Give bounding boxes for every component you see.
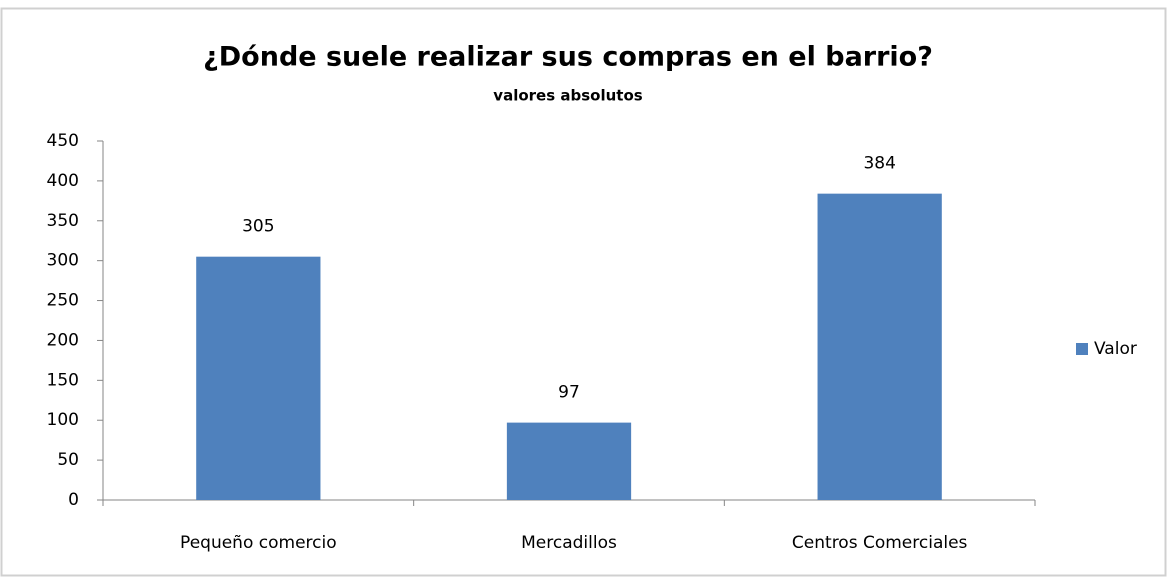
y-tick-label: 300 bbox=[47, 251, 79, 271]
y-tick-label: 150 bbox=[47, 370, 79, 390]
x-tick-label: Mercadillos bbox=[521, 533, 617, 553]
chart-title: ¿Dónde suele realizar sus compras en el … bbox=[203, 42, 933, 73]
bar bbox=[196, 256, 321, 500]
data-label: 384 bbox=[863, 154, 895, 174]
x-tick-label: Pequeño comercio bbox=[180, 533, 337, 553]
bar bbox=[817, 193, 942, 501]
y-tick-label: 100 bbox=[47, 410, 79, 430]
y-tick-label: 200 bbox=[47, 330, 79, 350]
x-tick-label: Centros Comerciales bbox=[792, 533, 968, 553]
chart-subtitle: valores absolutos bbox=[493, 87, 642, 105]
y-tick-label: 400 bbox=[47, 171, 79, 191]
y-tick-label: 50 bbox=[57, 450, 79, 470]
legend-label: Valor bbox=[1094, 339, 1137, 359]
y-tick-label: 0 bbox=[68, 490, 79, 510]
y-tick-label: 350 bbox=[47, 211, 79, 231]
bar bbox=[506, 422, 632, 500]
y-tick-label: 250 bbox=[47, 291, 79, 311]
data-label: 97 bbox=[558, 383, 580, 403]
data-label: 305 bbox=[242, 217, 274, 237]
y-tick-label: 450 bbox=[47, 131, 79, 151]
legend-swatch bbox=[1076, 343, 1088, 355]
